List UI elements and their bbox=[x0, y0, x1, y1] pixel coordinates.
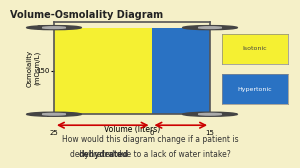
Circle shape bbox=[42, 27, 66, 29]
Circle shape bbox=[183, 26, 237, 30]
Text: dehydrated due to a lack of water intake?: dehydrated due to a lack of water intake… bbox=[70, 150, 230, 159]
Text: Hypertonic: Hypertonic bbox=[238, 87, 272, 92]
Text: 0: 0 bbox=[149, 130, 154, 136]
Bar bbox=[54, 28, 152, 114]
Text: dehydrated: dehydrated bbox=[78, 150, 129, 159]
Circle shape bbox=[27, 112, 81, 116]
Circle shape bbox=[42, 113, 66, 115]
Text: Isotonic: Isotonic bbox=[243, 46, 267, 51]
X-axis label: Volume (liters): Volume (liters) bbox=[104, 125, 160, 134]
Y-axis label: Osmolality
(mOsm/L): Osmolality (mOsm/L) bbox=[27, 50, 40, 87]
Circle shape bbox=[183, 112, 237, 116]
Text: Volume-Osmolality Diagram: Volume-Osmolality Diagram bbox=[10, 10, 164, 20]
Circle shape bbox=[198, 27, 222, 29]
Circle shape bbox=[27, 26, 81, 30]
Text: 15: 15 bbox=[206, 130, 214, 136]
Circle shape bbox=[198, 113, 222, 115]
Text: How would this diagram change if a patient is: How would this diagram change if a patie… bbox=[62, 135, 238, 144]
Bar bbox=[152, 28, 210, 114]
Text: 25: 25 bbox=[50, 130, 58, 136]
